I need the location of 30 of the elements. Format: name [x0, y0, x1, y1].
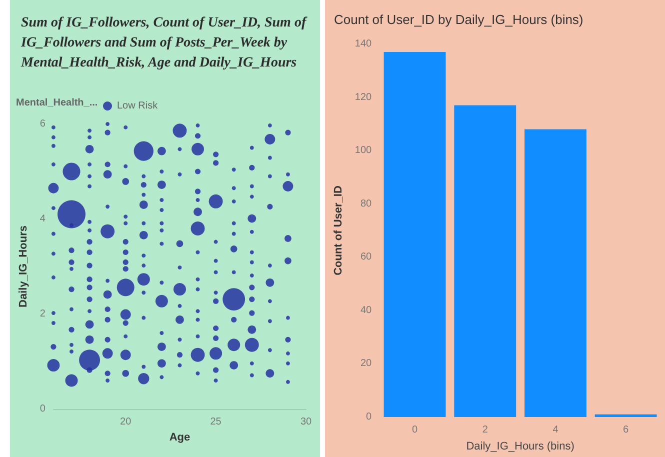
bar — [384, 52, 446, 417]
y-tick-label: 6 — [40, 118, 46, 130]
y-tick-label: 0 — [40, 404, 46, 414]
bar — [524, 129, 586, 417]
y-axis-title: Count of User_ID — [332, 186, 344, 276]
y-tick-label: 40 — [360, 304, 372, 316]
x-tick-label: 4 — [552, 424, 559, 436]
y-tick-label: 20 — [360, 358, 372, 370]
x-tick-label: 30 — [300, 416, 312, 428]
y-axis-title: Daily_IG_Hours — [18, 226, 30, 308]
legend-label: Low Risk — [117, 100, 159, 112]
y-tick-label: 140 — [354, 38, 372, 50]
bar — [594, 414, 657, 417]
x-tick-label: 6 — [623, 424, 630, 436]
chart-title: Sum of IG_Followers, Count of User_ID, Sum of IG_Followers and Sum of Posts_Per_Week by Mental_Health_Risk, Age and Daily_IG_Hours — [20, 16, 310, 70]
y-tick-label: 120 — [354, 92, 372, 103]
x-tick-label: 25 — [210, 416, 222, 428]
y-tick-label: 60 — [360, 252, 372, 263]
x-axis-title: Age — [169, 431, 190, 444]
x-tick-label: 0 — [412, 424, 418, 436]
y-tick-label: 80 — [360, 198, 372, 210]
x-tick-label: 20 — [120, 416, 132, 428]
x-axis-title: Daily_IG_Hours (bins) — [466, 440, 574, 452]
y-tick-label: 2 — [40, 308, 46, 320]
legend-title: Mental_Health_... — [16, 98, 98, 108]
y-tick-label: 4 — [40, 214, 46, 224]
chart-title: Count of User_ID by Daily_IG_Hours (bins) — [334, 12, 584, 27]
y-tick-label: 100 — [354, 145, 372, 156]
x-tick-label: 2 — [482, 424, 488, 436]
bar — [454, 105, 516, 417]
